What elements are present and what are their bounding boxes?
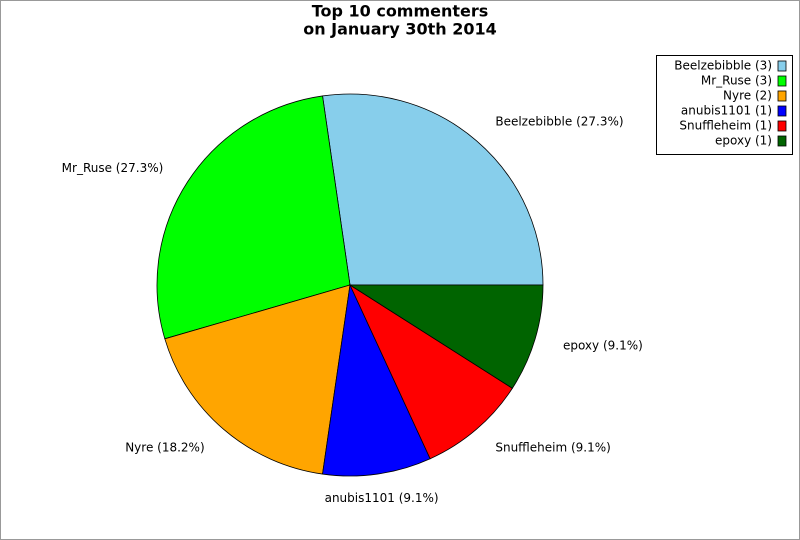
legend	[656, 55, 793, 155]
pie-slice	[164, 284, 351, 475]
pie-slice	[322, 283, 431, 477]
pie-slice	[156, 95, 351, 340]
slice-label: Beelzebibble (27.3%)	[495, 114, 623, 128]
slice-label: Nyre (18.2%)	[125, 441, 204, 455]
legend-label: epoxy (1)	[715, 134, 772, 148]
legend-swatch	[777, 75, 787, 87]
slice-label: Mr_Ruse (27.3%)	[62, 161, 164, 175]
legend-swatch	[777, 90, 787, 102]
chart-title: Top 10 commenters	[312, 2, 489, 21]
pie-slice	[322, 93, 544, 286]
legend-swatch	[777, 135, 787, 147]
legend-label: Mr_Ruse (3)	[701, 74, 772, 88]
legend-swatch	[777, 60, 787, 72]
legend-swatch	[777, 105, 787, 117]
pie-slice	[348, 284, 544, 389]
legend-label: anubis1101 (1)	[681, 104, 772, 118]
slice-label: anubis1101 (9.1%)	[325, 491, 439, 505]
slice-label: Snuffleheim (9.1%)	[495, 441, 610, 455]
chart-title: on January 30th 2014	[303, 20, 497, 39]
legend-box	[656, 55, 793, 155]
legend-label: Nyre (2)	[723, 89, 772, 103]
legend-label: Beelzebibble (3)	[674, 59, 772, 73]
legend-label: Snuffleheim (1)	[679, 119, 772, 133]
pie-slice	[349, 283, 513, 460]
slice-label: epoxy (9.1%)	[563, 338, 643, 352]
legend-swatch	[777, 120, 787, 132]
